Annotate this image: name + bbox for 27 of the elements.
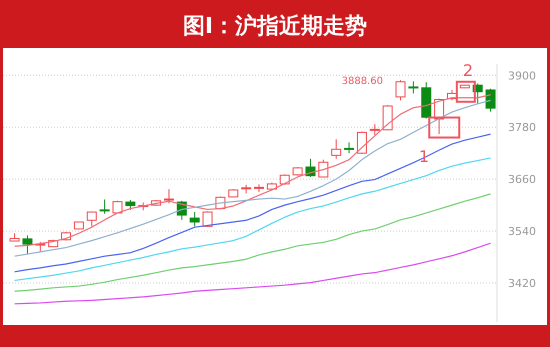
y-tick-label: 3780 [508,121,536,134]
candlestick [331,138,342,160]
line-series [14,134,492,272]
candlestick [100,198,110,214]
y-tick-label: 3900 [508,69,536,82]
chart-title: 图I：沪指近期走势 [182,13,368,39]
candlestick [370,124,380,136]
y-tick-label: 3420 [508,277,536,290]
candlestick [164,188,174,204]
candlestick [396,80,406,101]
line-series [14,193,492,292]
candlestick [280,174,290,186]
annotation: 3888.60 [342,76,383,87]
candlestick [408,80,418,94]
candlestick [125,199,136,210]
y-tick-label: 3660 [508,173,536,186]
line-series [14,242,492,304]
y-tick-label: 3540 [508,225,536,238]
candlestick [190,212,200,227]
candlestick [344,142,354,154]
candlestick [318,159,328,178]
candlestick [382,104,393,131]
annotation: 2 [462,61,474,80]
candlestick [486,88,496,112]
candlestick [86,211,97,227]
candlestick [22,234,32,255]
candlestick [202,210,213,228]
